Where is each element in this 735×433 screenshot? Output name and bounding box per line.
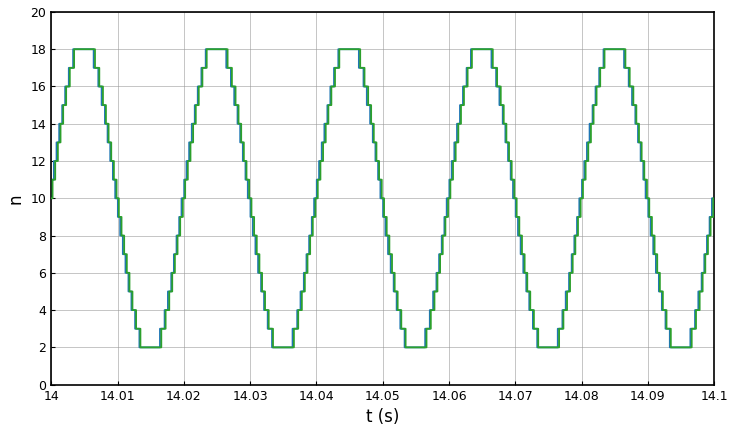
Y-axis label: n: n	[7, 193, 25, 204]
Real time sim	[294, 307, 303, 313]
Line: Real time sim: Real time sim	[51, 49, 714, 347]
Real time sim	[446, 177, 455, 182]
DSP	[83, 47, 92, 52]
Real time sim	[710, 196, 719, 201]
Real time sim	[83, 47, 92, 52]
DSP	[70, 47, 79, 52]
DSP	[106, 140, 115, 145]
Line: DSP: DSP	[51, 49, 714, 347]
DSP	[710, 196, 719, 201]
Real time sim	[135, 345, 144, 350]
DSP	[136, 345, 145, 350]
DSP	[47, 196, 56, 201]
Real time sim	[68, 47, 77, 52]
X-axis label: t (s): t (s)	[366, 408, 399, 426]
DSP	[446, 177, 455, 182]
Real time sim	[106, 158, 115, 164]
DSP	[294, 307, 303, 313]
DSP	[62, 84, 71, 89]
Real time sim	[62, 84, 71, 89]
Real time sim	[47, 196, 56, 201]
DSP	[593, 84, 602, 89]
Real time sim	[593, 84, 602, 89]
